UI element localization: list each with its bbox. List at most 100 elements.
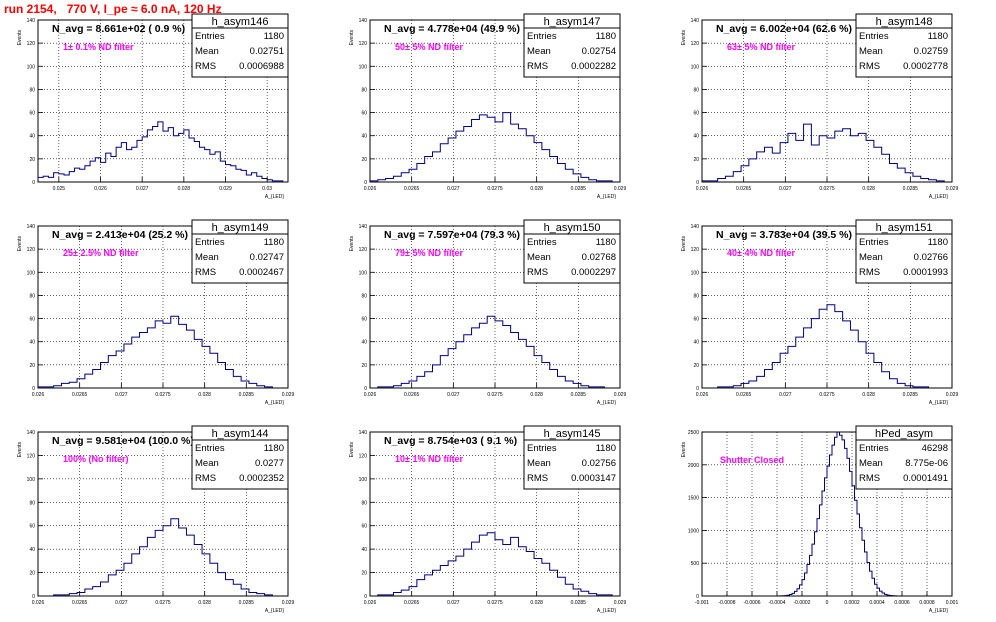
stats-label: RMS: [527, 61, 548, 72]
stats-label: RMS: [195, 267, 216, 278]
histogram-line: [702, 304, 952, 389]
x-tick-label: 0.027: [779, 186, 792, 192]
y-tick-label: 0: [696, 180, 699, 186]
y-tick-label: 20: [361, 157, 367, 163]
histogram-name: h_asym148: [876, 16, 933, 28]
histogram-line: [37, 315, 288, 389]
x-tick-label: -0.0004: [769, 600, 786, 606]
stats-label: RMS: [859, 61, 880, 72]
stats-label: Mean: [527, 46, 551, 57]
y-tick-label: 40: [361, 547, 367, 553]
stats-value: 1180: [264, 31, 284, 42]
navg-label: N_avg = 8.661e+02 ( 0.9 %): [52, 23, 185, 35]
x-tick-label: -0.0002: [794, 600, 811, 606]
x-axis-label: A_{LED}: [597, 608, 617, 614]
x-tick-label: 0.029: [946, 392, 959, 398]
stats-value: 0.0002467: [239, 267, 284, 278]
x-axis-label: A_{LED}: [597, 194, 617, 200]
y-tick-label: 80: [361, 87, 367, 93]
stats-value: 0.0002352: [239, 473, 284, 484]
y-tick-label: 0: [364, 386, 367, 392]
histogram-panel: 0 20 40 60 80 100 120 140 0.026 0.0265 0.027 0.0275…: [349, 13, 627, 200]
x-tick-label: 0.0275: [819, 392, 835, 398]
y-tick-label: 140: [691, 18, 700, 24]
x-tick-label: 0.026: [94, 186, 107, 192]
stats-value: 0.0001993: [903, 267, 948, 278]
x-tick-label: 0.029: [282, 392, 295, 398]
y-tick-label: 100: [27, 64, 36, 70]
navg-label: N_avg = 4.778e+04 (49.9 %): [384, 23, 520, 35]
y-tick-label: 40: [29, 547, 35, 553]
x-tick-label: 0.028: [178, 186, 191, 192]
x-tick-label: 0.0265: [404, 186, 420, 192]
y-tick-label: 60: [361, 524, 367, 530]
y-tick-label: 40: [29, 340, 35, 346]
histogram-line: [370, 532, 620, 597]
x-tick-label: 0.026: [364, 600, 377, 606]
x-axis-label: A_{LED}: [929, 608, 949, 614]
histogram-line: [369, 112, 620, 183]
x-tick-label: 0.0285: [903, 392, 919, 398]
y-tick-label: 120: [27, 41, 36, 47]
y-tick-label: 80: [29, 500, 35, 506]
y-tick-label: 2000: [688, 463, 699, 469]
x-tick-label: 0.027: [447, 392, 460, 398]
y-axis-label: Events: [349, 30, 355, 46]
x-tick-label: 0.0265: [736, 392, 752, 398]
stats-box: [855, 13, 953, 78]
histogram-name: h_asym145: [544, 428, 601, 440]
y-tick-label: 20: [693, 157, 699, 163]
histogram-name: h_asym150: [544, 222, 601, 234]
x-tick-label: 0.0006: [894, 600, 910, 606]
stats-value: 1180: [928, 237, 948, 248]
histogram-name: h_asym147: [544, 16, 601, 28]
y-tick-label: 40: [693, 340, 699, 346]
x-tick-label: 0.028: [862, 392, 875, 398]
stats-label: RMS: [859, 267, 880, 278]
stats-value: 8.775e-06: [905, 458, 948, 469]
y-tick-label: 100: [691, 64, 700, 70]
y-tick-label: 100: [359, 477, 368, 483]
x-tick-label: 0.029: [614, 392, 627, 398]
stats-box: [523, 219, 621, 284]
x-axis-label: A_{LED}: [265, 608, 285, 614]
y-tick-label: 40: [361, 134, 367, 140]
y-axis-label: Events: [681, 236, 687, 252]
stats-value: 0.0002778: [903, 61, 948, 72]
filter-annotation: 1± 0.1% ND filter: [63, 42, 134, 52]
stats-label: Mean: [859, 46, 883, 57]
x-tick-label: 0.027: [136, 186, 149, 192]
stats-value: 0.0001491: [903, 473, 948, 484]
x-tick-label: 0.0275: [487, 392, 503, 398]
stats-box: [523, 425, 621, 490]
stats-value: 0.02759: [914, 46, 948, 57]
plot-frame: [37, 19, 289, 183]
x-tick-label: 0.0008: [919, 600, 935, 606]
stats-label: RMS: [527, 473, 548, 484]
x-tick-label: 0.029: [614, 186, 627, 192]
histogram-name: h_asym151: [876, 222, 933, 234]
y-tick-label: 20: [693, 363, 699, 369]
y-tick-label: 140: [359, 430, 368, 436]
y-tick-label: 60: [29, 524, 35, 530]
stats-label: Entries: [195, 31, 225, 42]
histogram-name: hPed_asym: [875, 428, 933, 440]
y-tick-label: 0: [32, 594, 35, 600]
y-tick-label: 0: [364, 180, 367, 186]
y-tick-label: 120: [359, 41, 368, 47]
x-tick-label: 0.027: [779, 392, 792, 398]
y-tick-label: 500: [691, 561, 700, 567]
y-tick-label: 2500: [688, 430, 699, 436]
y-tick-label: 40: [361, 340, 367, 346]
navg-label: N_avg = 8.754e+03 ( 9.1 %): [384, 435, 517, 447]
x-tick-label: 0.0265: [72, 392, 88, 398]
y-axis-label: Events: [17, 30, 23, 46]
y-tick-label: 100: [27, 270, 36, 276]
x-axis-label: A_{LED}: [929, 194, 949, 200]
y-axis-label: Events: [681, 30, 687, 46]
stats-value: 0.0277: [255, 458, 284, 469]
x-tick-label: 0.0002: [844, 600, 860, 606]
x-tick-label: 0.026: [32, 392, 45, 398]
y-tick-label: 100: [691, 270, 700, 276]
